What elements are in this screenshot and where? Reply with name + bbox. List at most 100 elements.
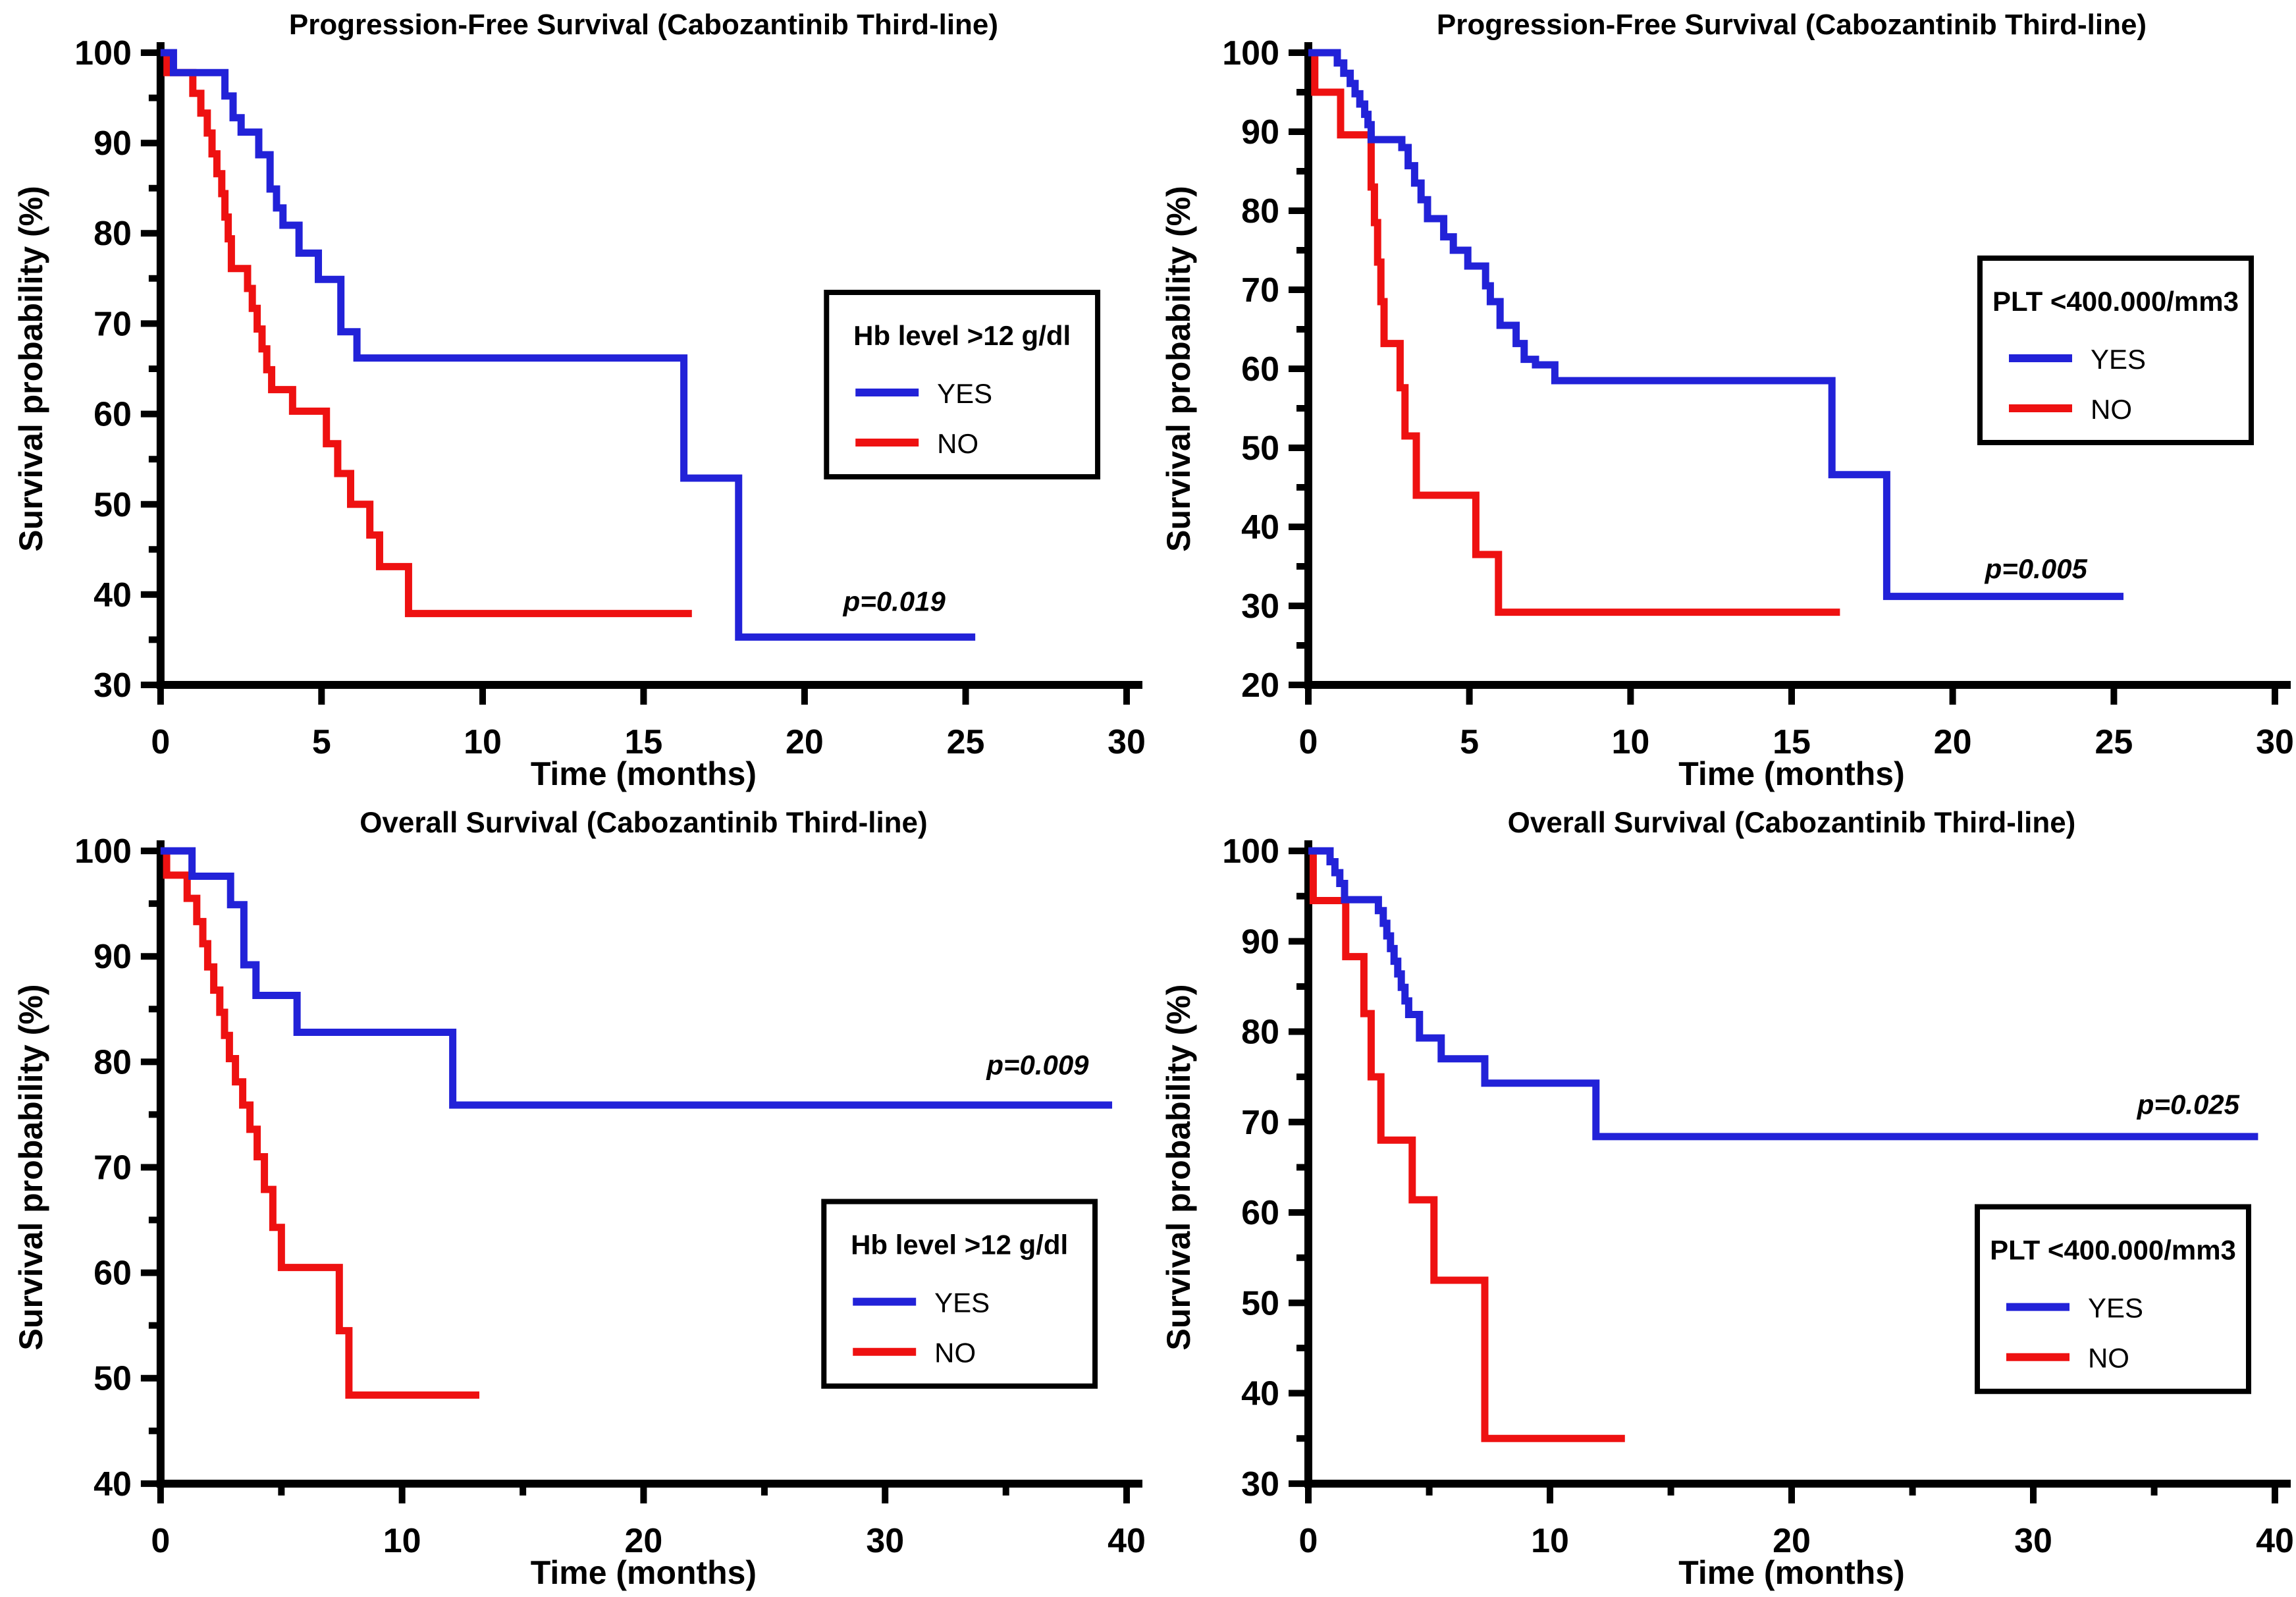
svg-text:0: 0 <box>151 723 170 761</box>
y-axis-label: Survival probability (%) <box>13 984 49 1350</box>
legend: Hb level >12 g/dl YES NO <box>821 1199 1098 1389</box>
series-no-curve <box>1308 847 1625 1442</box>
svg-text:10: 10 <box>383 1522 421 1560</box>
svg-text:40: 40 <box>93 576 132 614</box>
svg-text:100: 100 <box>1222 34 1279 72</box>
legend-item-label: YES <box>937 378 992 409</box>
svg-text:80: 80 <box>1241 192 1279 230</box>
svg-text:30: 30 <box>1241 587 1279 626</box>
svg-text:30: 30 <box>866 1522 904 1560</box>
svg-text:20: 20 <box>1241 666 1279 705</box>
tick-labels: 0 10 20 30 40 40 50 60 70 80 90 100 <box>74 832 1146 1560</box>
km-panel-pfs-hb: Progression-Free Survival (Cabozantinib … <box>0 0 1148 798</box>
chart-title: Progression-Free Survival (Cabozantinib … <box>289 9 998 41</box>
legend-item-label: NO <box>934 1338 976 1368</box>
legend-item-label: YES <box>2091 344 2146 375</box>
km-chart-os-plt-survival: Overall Survival (Cabozantinib Third-lin… <box>1160 807 2294 1591</box>
svg-text:100: 100 <box>1222 832 1279 871</box>
p-value-label: p=0.019 <box>843 586 946 617</box>
series-yes-curve <box>160 49 976 641</box>
p-value-label: p=0.025 <box>2137 1089 2240 1120</box>
chart-title: Overall Survival (Cabozantinib Third-lin… <box>1508 807 2076 839</box>
chart-title: Progression-Free Survival (Cabozantinib … <box>1437 9 2147 41</box>
x-axis-label: Time (months) <box>1678 1554 1904 1591</box>
svg-text:50: 50 <box>93 486 132 524</box>
km-chart-os-hb-survival: Overall Survival (Cabozantinib Third-lin… <box>13 807 1146 1591</box>
svg-text:90: 90 <box>1241 113 1279 151</box>
legend: PLT <400.000/mm3 YES NO <box>1975 1204 2251 1394</box>
svg-text:15: 15 <box>1773 723 1811 761</box>
svg-text:40: 40 <box>2256 1522 2294 1560</box>
legend-title: PLT <400.000/mm3 <box>1990 1235 2236 1266</box>
svg-text:10: 10 <box>1611 723 1649 761</box>
svg-text:40: 40 <box>1241 1375 1279 1413</box>
series-yes-curve <box>1308 847 2258 1141</box>
x-axis-label: Time (months) <box>531 755 757 792</box>
svg-text:100: 100 <box>74 34 132 72</box>
svg-text:0: 0 <box>1299 1522 1318 1560</box>
legend: PLT <400.000/mm3 YES NO <box>1977 256 2254 445</box>
legend-title: Hb level >12 g/dl <box>851 1230 1068 1260</box>
axes <box>1304 840 2291 1488</box>
svg-text:90: 90 <box>93 124 132 163</box>
svg-text:50: 50 <box>93 1360 132 1398</box>
ticks <box>140 848 1131 1503</box>
svg-text:60: 60 <box>93 1255 132 1293</box>
km-chart-pfs-hb-survival: Progression-Free Survival (Cabozantinib … <box>13 9 1146 792</box>
svg-text:25: 25 <box>947 723 985 761</box>
svg-text:40: 40 <box>1241 508 1279 547</box>
svg-text:5: 5 <box>312 723 331 761</box>
y-axis-label: Survival probability (%) <box>13 186 49 551</box>
ticks <box>140 49 1131 705</box>
svg-text:70: 70 <box>93 1149 132 1187</box>
ticks <box>1289 848 2278 1503</box>
svg-text:60: 60 <box>93 396 132 434</box>
svg-text:25: 25 <box>2095 723 2133 761</box>
p-value-label: p=0.009 <box>986 1050 1089 1081</box>
tick-labels: 0 5 10 15 20 25 30 30 40 50 60 70 80 90 100 <box>74 34 1146 761</box>
km-panel-os-plt: Overall Survival (Cabozantinib Third-lin… <box>1148 798 2296 1597</box>
legend-title: PLT <400.000/mm3 <box>1992 286 2239 317</box>
svg-text:40: 40 <box>1108 1522 1146 1560</box>
svg-text:30: 30 <box>2256 723 2294 761</box>
svg-text:10: 10 <box>1531 1522 1569 1560</box>
svg-text:80: 80 <box>93 215 132 253</box>
legend-item-label: NO <box>2091 394 2132 425</box>
y-axis-label: Survival probability (%) <box>1160 984 1197 1350</box>
ticks <box>1289 49 2278 705</box>
legend-item-label: NO <box>937 428 978 459</box>
series-yes-curve <box>1308 49 2123 601</box>
svg-text:90: 90 <box>1241 923 1279 961</box>
legend-item-label: YES <box>2088 1293 2143 1324</box>
svg-text:60: 60 <box>1241 350 1279 389</box>
axes <box>156 840 1143 1488</box>
svg-text:50: 50 <box>1241 429 1279 468</box>
svg-text:70: 70 <box>93 305 132 343</box>
km-panel-os-hb: Overall Survival (Cabozantinib Third-lin… <box>0 798 1148 1597</box>
svg-text:20: 20 <box>1934 723 1972 761</box>
svg-text:100: 100 <box>74 832 132 871</box>
svg-text:50: 50 <box>1241 1284 1279 1322</box>
svg-text:0: 0 <box>1299 723 1318 761</box>
tick-labels: 0 5 10 15 20 25 30 20 30 40 50 60 70 80 90 100 <box>1222 34 2294 761</box>
legend-title: Hb level >12 g/dl <box>853 320 1071 351</box>
svg-text:30: 30 <box>1108 723 1146 761</box>
chart-title: Overall Survival (Cabozantinib Third-lin… <box>360 807 927 839</box>
y-axis-label: Survival probability (%) <box>1160 186 1197 552</box>
series-no-curve <box>160 49 692 618</box>
legend: Hb level >12 g/dl YES NO <box>824 290 1101 479</box>
svg-text:20: 20 <box>1773 1522 1811 1560</box>
svg-text:70: 70 <box>1241 1104 1279 1142</box>
svg-text:90: 90 <box>93 938 132 976</box>
legend-item-label: YES <box>934 1287 990 1318</box>
svg-text:30: 30 <box>2014 1522 2052 1560</box>
series-yes-curve <box>160 847 1113 1109</box>
svg-text:20: 20 <box>786 723 824 761</box>
p-value-label: p=0.005 <box>1985 553 2088 584</box>
series-no-curve <box>160 847 479 1399</box>
svg-text:70: 70 <box>1241 271 1279 310</box>
svg-text:80: 80 <box>93 1043 132 1081</box>
x-axis-label: Time (months) <box>531 1554 757 1591</box>
km-panel-pfs-plt: Progression-Free Survival (Cabozantinib … <box>1148 0 2296 798</box>
